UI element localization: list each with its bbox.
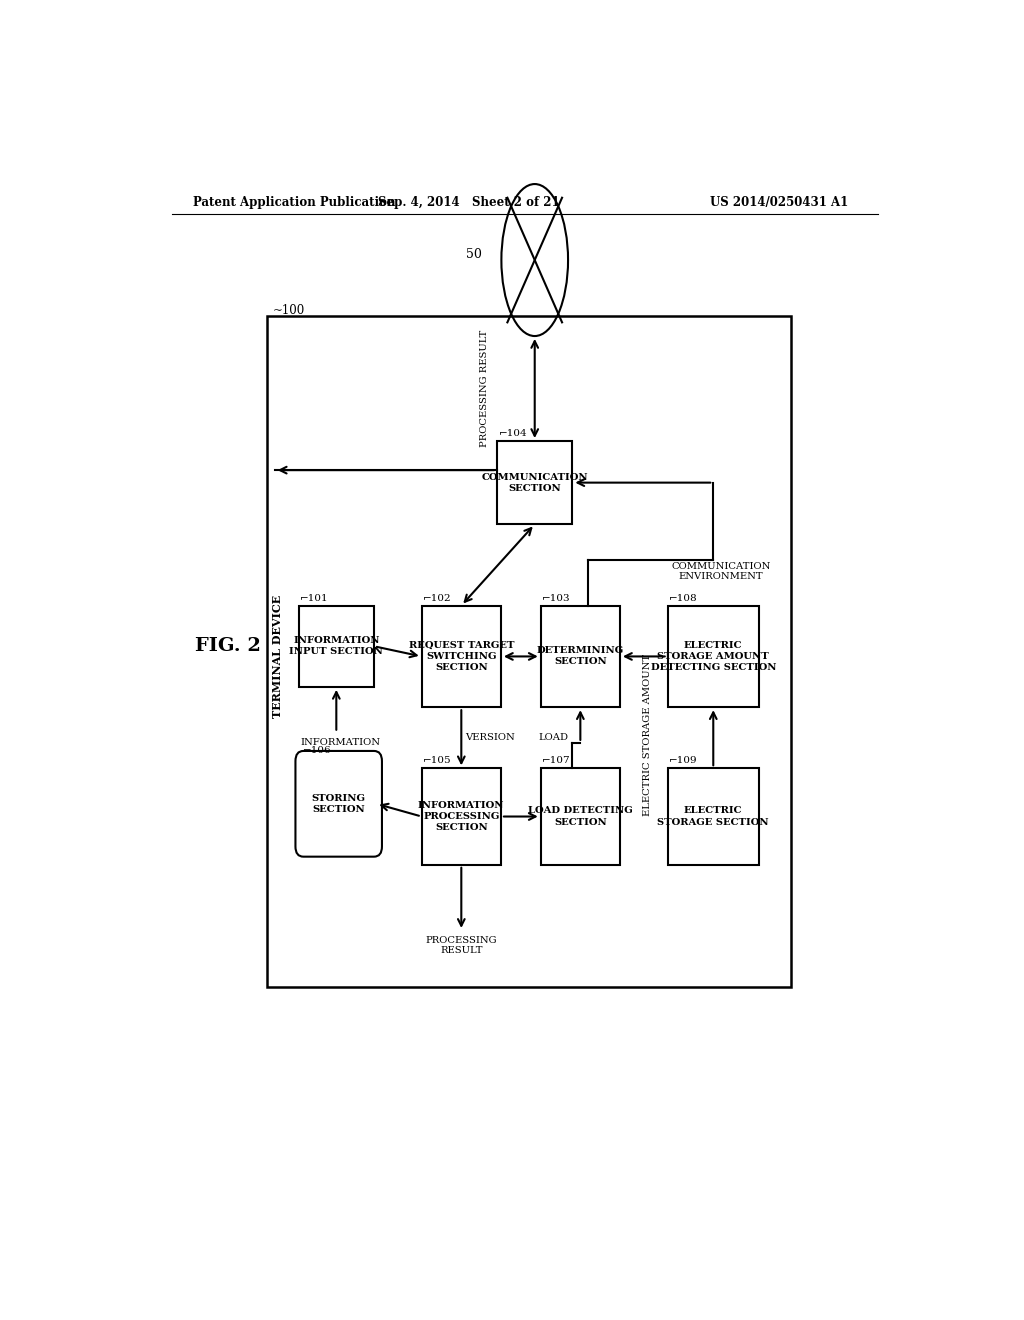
Bar — [422, 768, 501, 865]
Text: ⌐102: ⌐102 — [423, 594, 452, 602]
Bar — [267, 315, 791, 987]
Text: LOAD: LOAD — [539, 733, 568, 742]
Text: ⌐104: ⌐104 — [499, 429, 527, 438]
Text: VERSION: VERSION — [465, 733, 515, 742]
Bar — [299, 606, 374, 686]
Text: US 2014/0250431 A1: US 2014/0250431 A1 — [710, 195, 848, 209]
Text: INFORMATION: INFORMATION — [300, 738, 380, 747]
Text: REQUEST TARGET
SWITCHING
SECTION: REQUEST TARGET SWITCHING SECTION — [409, 640, 514, 672]
Text: PROCESSING RESULT: PROCESSING RESULT — [480, 330, 489, 447]
Text: Patent Application Publication: Patent Application Publication — [194, 195, 395, 209]
Bar — [422, 606, 501, 708]
Text: ELECTRIC
STORAGE AMOUNT
DETECTING SECTION: ELECTRIC STORAGE AMOUNT DETECTING SECTIO… — [650, 640, 776, 672]
Text: ⌐103: ⌐103 — [543, 594, 571, 602]
Text: ⌐105: ⌐105 — [423, 756, 452, 766]
FancyBboxPatch shape — [296, 751, 382, 857]
Text: ⌐106: ⌐106 — [303, 746, 331, 755]
Text: LOAD DETECTING
SECTION: LOAD DETECTING SECTION — [528, 807, 633, 826]
Text: ⌐107: ⌐107 — [543, 756, 571, 766]
Text: INFORMATION
INPUT SECTION: INFORMATION INPUT SECTION — [290, 636, 383, 656]
Text: ELECTRIC STORAGE AMOUNT: ELECTRIC STORAGE AMOUNT — [643, 655, 652, 816]
Bar — [668, 606, 759, 708]
Text: INFORMATION
PROCESSING
SECTION: INFORMATION PROCESSING SECTION — [418, 801, 505, 832]
Bar — [541, 606, 621, 708]
Text: ⌐101: ⌐101 — [300, 594, 329, 602]
Text: ⌐108: ⌐108 — [670, 594, 698, 602]
Text: ~100: ~100 — [273, 305, 305, 317]
Bar — [497, 441, 572, 524]
Text: COMMUNICATION
SECTION: COMMUNICATION SECTION — [481, 473, 588, 492]
Text: COMMUNICATION
ENVIRONMENT: COMMUNICATION ENVIRONMENT — [672, 562, 771, 581]
Text: STORING
SECTION: STORING SECTION — [311, 793, 366, 814]
Text: ELECTRIC
STORAGE SECTION: ELECTRIC STORAGE SECTION — [657, 807, 769, 826]
Text: PROCESSING
RESULT: PROCESSING RESULT — [426, 936, 497, 956]
Text: ⌐109: ⌐109 — [670, 756, 698, 766]
Text: Sep. 4, 2014   Sheet 2 of 21: Sep. 4, 2014 Sheet 2 of 21 — [379, 195, 560, 209]
Bar — [668, 768, 759, 865]
Text: TERMINAL DEVICE: TERMINAL DEVICE — [271, 595, 283, 718]
Text: DETERMINING
SECTION: DETERMINING SECTION — [537, 647, 624, 667]
Bar — [541, 768, 621, 865]
Text: FIG. 2: FIG. 2 — [196, 638, 261, 655]
Text: 50: 50 — [466, 248, 481, 261]
